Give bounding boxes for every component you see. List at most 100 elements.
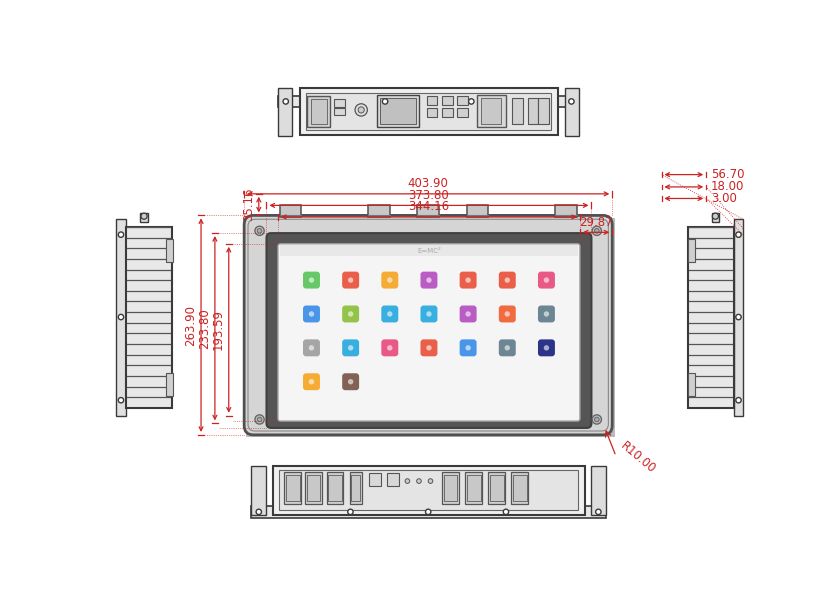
Text: E=MC²: E=MC²	[417, 248, 441, 254]
FancyBboxPatch shape	[459, 272, 476, 289]
Bar	[565, 88, 579, 136]
Circle shape	[358, 107, 365, 113]
FancyBboxPatch shape	[381, 339, 398, 356]
Circle shape	[257, 229, 262, 233]
Circle shape	[712, 213, 718, 219]
FancyBboxPatch shape	[421, 305, 438, 322]
Bar	[369, 474, 381, 486]
Bar	[284, 472, 302, 504]
Circle shape	[348, 379, 354, 384]
Bar	[591, 466, 606, 515]
Circle shape	[469, 98, 474, 104]
Circle shape	[348, 509, 353, 514]
Circle shape	[255, 415, 265, 424]
FancyBboxPatch shape	[538, 339, 555, 356]
Bar	[734, 219, 743, 416]
Circle shape	[595, 229, 599, 233]
Bar	[490, 475, 504, 501]
Bar	[555, 205, 577, 217]
Bar	[165, 373, 173, 396]
Bar	[528, 98, 538, 124]
Circle shape	[592, 226, 601, 235]
Bar	[442, 96, 453, 105]
Bar	[349, 472, 362, 504]
Bar	[513, 475, 527, 501]
FancyBboxPatch shape	[421, 339, 438, 356]
Circle shape	[355, 104, 367, 116]
Text: 373.80: 373.80	[408, 188, 449, 201]
FancyBboxPatch shape	[538, 272, 555, 289]
Circle shape	[255, 226, 265, 235]
Circle shape	[505, 277, 510, 283]
Bar	[444, 475, 458, 501]
FancyBboxPatch shape	[303, 305, 320, 322]
Circle shape	[465, 345, 470, 351]
Bar	[165, 238, 173, 261]
Text: R10.00: R10.00	[617, 440, 658, 476]
Circle shape	[387, 277, 392, 283]
Bar	[467, 205, 488, 217]
Bar	[538, 98, 549, 124]
Circle shape	[348, 311, 354, 317]
Bar	[512, 472, 528, 504]
FancyBboxPatch shape	[303, 339, 320, 356]
FancyBboxPatch shape	[342, 373, 360, 390]
Text: 344.16: 344.16	[408, 200, 449, 213]
FancyBboxPatch shape	[381, 305, 398, 322]
Bar	[442, 472, 459, 504]
Circle shape	[505, 311, 510, 317]
Circle shape	[428, 478, 433, 483]
Circle shape	[736, 314, 741, 320]
Bar	[307, 475, 320, 501]
FancyBboxPatch shape	[459, 305, 476, 322]
Bar	[328, 475, 342, 501]
Circle shape	[569, 98, 574, 104]
Circle shape	[543, 311, 549, 317]
Bar	[488, 472, 505, 504]
Circle shape	[309, 311, 314, 317]
Circle shape	[348, 277, 354, 283]
Text: 3.00: 3.00	[711, 192, 737, 205]
Bar	[334, 108, 345, 114]
Circle shape	[387, 345, 392, 351]
Bar	[279, 469, 579, 510]
Circle shape	[257, 417, 262, 422]
Circle shape	[543, 277, 549, 283]
FancyBboxPatch shape	[459, 339, 476, 356]
Bar	[427, 96, 438, 105]
Circle shape	[417, 478, 422, 483]
Bar	[512, 98, 522, 124]
Bar	[688, 238, 696, 261]
Bar	[280, 246, 579, 256]
Bar	[251, 506, 606, 518]
FancyBboxPatch shape	[499, 339, 516, 356]
Bar	[327, 472, 344, 504]
Bar	[140, 213, 148, 223]
Circle shape	[426, 311, 432, 317]
FancyBboxPatch shape	[244, 215, 612, 435]
Text: 56.70: 56.70	[711, 168, 744, 181]
Circle shape	[141, 213, 147, 219]
FancyBboxPatch shape	[342, 305, 360, 322]
FancyBboxPatch shape	[342, 339, 360, 356]
Bar	[278, 96, 579, 107]
Bar	[246, 218, 615, 437]
Bar	[311, 99, 327, 124]
Bar	[307, 96, 330, 127]
Text: 403.90: 403.90	[407, 177, 449, 190]
Circle shape	[465, 277, 470, 283]
Bar	[376, 94, 419, 127]
Bar	[467, 475, 480, 501]
Circle shape	[736, 232, 741, 237]
Bar	[273, 466, 585, 515]
Text: 18.00: 18.00	[711, 181, 744, 193]
Circle shape	[382, 98, 388, 104]
Circle shape	[505, 345, 510, 351]
Text: 35.16: 35.16	[242, 188, 255, 221]
FancyBboxPatch shape	[499, 305, 516, 322]
Circle shape	[405, 478, 410, 483]
Circle shape	[387, 311, 392, 317]
FancyBboxPatch shape	[278, 244, 580, 421]
Text: 193.59: 193.59	[212, 309, 225, 350]
Circle shape	[503, 509, 509, 514]
